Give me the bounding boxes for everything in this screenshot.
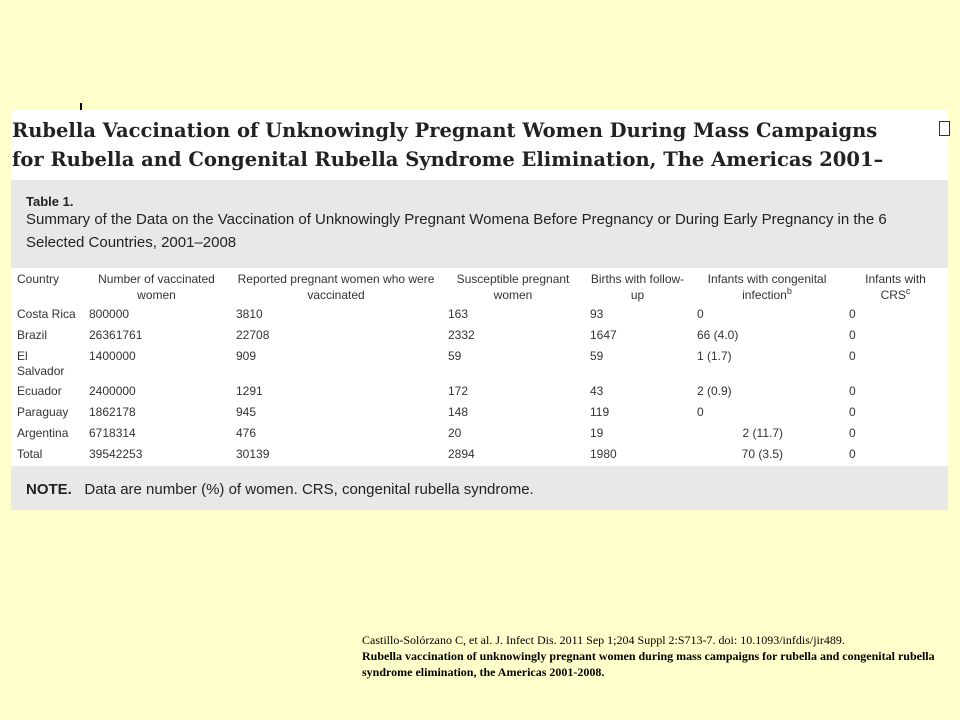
note-text: Data are number (%) of women. CRS, conge…	[84, 481, 534, 498]
table-caption-box	[11, 180, 948, 268]
cell-country: El Salvador	[17, 349, 65, 378]
cell-vaccinated: 1862178	[89, 405, 136, 419]
article-title: Rubella Vaccination of Unknowingly Pregn…	[12, 119, 884, 200]
cell-crs: 0	[849, 349, 856, 363]
column-header-crs: Infants with CRSc	[865, 272, 926, 302]
cell-crs: 0	[849, 307, 856, 321]
cell-crs: 0	[849, 447, 856, 461]
table-row: El Salvador 1400000 909 59 59 1 (1.7) 0	[11, 346, 948, 381]
cell-births: 1980	[590, 447, 617, 461]
cell-susceptible: 2894	[448, 447, 475, 461]
cell-vaccinated: 1400000	[89, 349, 136, 363]
note-label: NOTE.	[26, 481, 72, 498]
cell-crs: 0	[849, 405, 856, 419]
data-table: Country Number of vaccinated women Repor…	[11, 268, 948, 465]
cell-reported-pregnant: 22708	[236, 328, 270, 342]
cell-congenital-infection: 70 (3.5)	[741, 447, 783, 461]
table-row: Brazil 26361761 22708 2332 1647 66 (4.0)…	[11, 325, 948, 346]
cursor-mark	[80, 103, 82, 113]
table-note-box	[11, 466, 948, 510]
table-row: Argentina 6718314 476 20 19 2 (11.7) 0	[11, 423, 948, 444]
citation: Castillo-Solórzano C, et al. J. Infect D…	[362, 632, 942, 680]
citation-article-title: Rubella vaccination of unknowingly pregn…	[362, 649, 935, 679]
cell-crs: 0	[849, 426, 856, 440]
cell-country: Total	[17, 447, 43, 461]
table-caption: Summary of the Data on the Vaccination o…	[26, 211, 887, 251]
cell-crs: 0	[849, 384, 856, 398]
cell-vaccinated: 2400000	[89, 384, 136, 398]
column-header-susceptible: Susceptible pregnant women	[456, 272, 570, 302]
cell-births: 119	[590, 405, 610, 419]
cell-reported-pregnant: 476	[236, 426, 257, 440]
column-header-country: Country	[17, 272, 60, 286]
table-label: Table 1.	[26, 194, 74, 209]
cell-vaccinated: 800000	[89, 307, 130, 321]
cell-reported-pregnant: 945	[236, 405, 257, 419]
cell-susceptible: 172	[448, 384, 469, 398]
cell-congenital-infection: 2 (11.7)	[742, 426, 783, 440]
cell-country: Argentina	[17, 426, 69, 440]
column-header-congenital-infection: Infants with congenital infectionb	[707, 272, 827, 302]
cell-reported-pregnant: 3810	[236, 307, 263, 321]
cell-congenital-infection: 66 (4.0)	[697, 328, 739, 342]
cell-vaccinated: 6718314	[89, 426, 136, 440]
cell-reported-pregnant: 909	[236, 349, 257, 363]
cell-country: Ecuador	[17, 384, 62, 398]
cell-congenital-infection: 0	[697, 405, 704, 419]
table-header-row: Country Number of vaccinated women Repor…	[11, 268, 948, 304]
cell-country: Paraguay	[17, 405, 69, 419]
cell-country: Brazil	[17, 328, 48, 342]
cell-crs: 0	[849, 328, 856, 342]
cell-births: 59	[590, 349, 604, 363]
column-header-reported-pregnant: Reported pregnant women who were vaccina…	[237, 272, 435, 302]
cell-congenital-infection: 1 (1.7)	[697, 349, 732, 363]
cell-congenital-infection: 0	[697, 307, 704, 321]
cell-births: 1647	[590, 328, 617, 342]
cell-births: 19	[590, 426, 604, 440]
footnote-c: c	[905, 286, 911, 296]
cell-country: Costa Rica	[17, 307, 76, 321]
table-row: Costa Rica 800000 3810 163 93 0 0	[11, 304, 948, 325]
table-row-total: Total 39542253 30139 2894 1980 70 (3.5) …	[11, 444, 948, 465]
content-panel	[11, 110, 948, 510]
cell-reported-pregnant: 30139	[236, 447, 270, 461]
checkbox-icon	[939, 121, 950, 136]
cell-congenital-infection: 2 (0.9)	[697, 384, 732, 398]
table-note: NOTE. Data are number (%) of women. CRS,…	[26, 481, 534, 498]
cell-susceptible: 163	[448, 307, 469, 321]
footnote-b: b	[786, 286, 792, 296]
cell-susceptible: 59	[448, 349, 462, 363]
table-row: Paraguay 1862178 945 148 119 0 0	[11, 402, 948, 423]
cell-births: 93	[590, 307, 604, 321]
column-header-births: Births with follow-up	[590, 272, 685, 302]
cell-vaccinated: 26361761	[89, 328, 143, 342]
cell-births: 43	[590, 384, 604, 398]
cell-susceptible: 20	[448, 426, 462, 440]
citation-reference: Castillo-Solórzano C, et al. J. Infect D…	[362, 633, 845, 647]
cell-susceptible: 2332	[448, 328, 475, 342]
cell-vaccinated: 39542253	[89, 447, 143, 461]
cell-reported-pregnant: 1291	[236, 384, 263, 398]
cell-susceptible: 148	[448, 405, 469, 419]
column-header-vaccinated: Number of vaccinated women	[98, 272, 215, 302]
table-row: Ecuador 2400000 1291 172 43 2 (0.9) 0	[11, 381, 948, 402]
